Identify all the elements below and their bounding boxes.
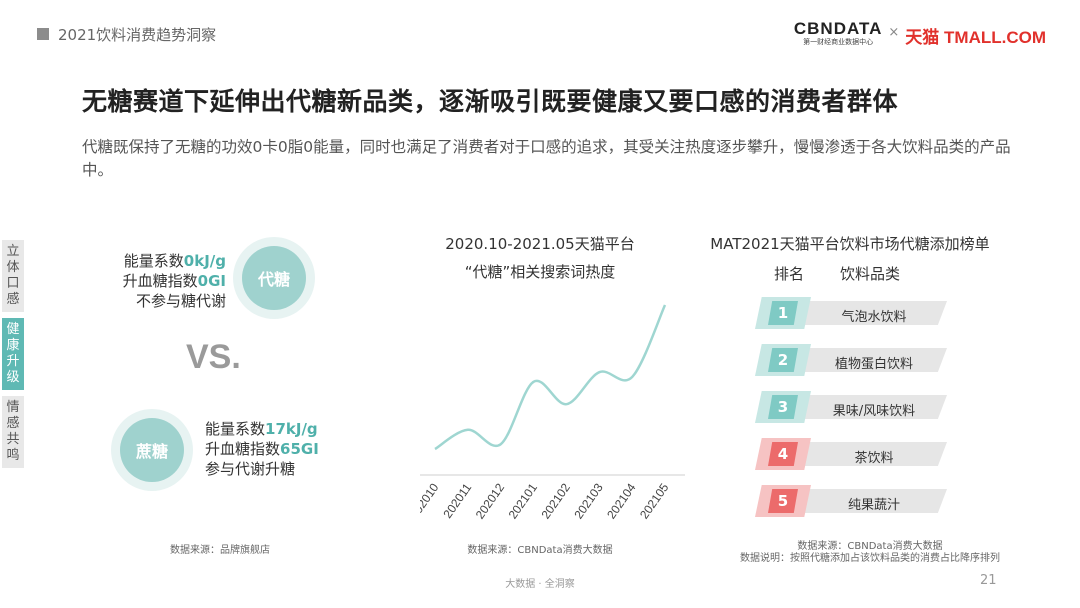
- x-tick-label: 202101: [506, 480, 541, 521]
- rank-number: 2: [768, 348, 798, 372]
- sucrose-energy: 能量系数17kJ/g: [205, 420, 318, 438]
- x-tick-label: 202103: [571, 480, 606, 521]
- side-tab-texture[interactable]: 立体口感: [2, 240, 24, 312]
- ranking-bar: [795, 442, 947, 466]
- rank-category-label: 气泡水饮料: [841, 310, 907, 325]
- rank-category-label: 植物蛋白饮料: [834, 357, 913, 372]
- cbndata-logo: CBNDATA 第一财经商业数据中心: [794, 20, 883, 47]
- rank-category-label: 纯果蔬汁: [847, 498, 900, 513]
- trend-chart-title: 2020.10-2021.05天猫平台: [445, 235, 635, 253]
- sucrose-energy-value: 17kJ/g: [265, 420, 318, 438]
- sweetener-energy: 能量系数0kJ/g: [123, 252, 226, 270]
- logo-separator: ×: [888, 25, 900, 40]
- cbndata-logo-subtext: 第一财经商业数据中心: [803, 38, 874, 46]
- ranking-row-4: 4 茶饮料: [755, 438, 950, 470]
- sweetener-gi-value: 0GI: [197, 272, 226, 290]
- page-subtext: 代糖既保持了无糖的功效0卡0脂0能量，同时也满足了消费者对于口感的追求，其受关注…: [82, 138, 1011, 179]
- sweetener-energy-value: 0kJ/g: [183, 252, 226, 270]
- section-title: 2021饮料消费趋势洞察: [58, 26, 217, 44]
- sucrose-label: 蔗糖: [120, 418, 184, 482]
- rank-category-label: 果味/风味饮料: [832, 404, 916, 419]
- ranking-bar: [795, 301, 947, 325]
- series-line: [434, 304, 667, 451]
- ranking-bar: [795, 348, 947, 372]
- sucrose-circle: 蔗糖: [111, 409, 193, 491]
- side-tabs: 立体口感 健康升级 情感共鸣: [2, 240, 24, 468]
- x-tick-label: 202105: [637, 480, 672, 521]
- ranking-source: 数据来源：CBNData消费大数据 数据说明：按照代糖添加占该饮料品类的消费占比…: [740, 541, 1000, 564]
- ranking-row-2: 2 植物蛋白饮料: [755, 344, 950, 376]
- logo-area: CBNDATA 第一财经商业数据中心 × 天猫 TMALL.COM: [794, 20, 1046, 48]
- rank-badge: 2: [755, 344, 811, 376]
- rank-badge: 3: [755, 391, 811, 423]
- side-tab-emotion[interactable]: 情感共鸣: [2, 396, 24, 468]
- sucrose-gi: 升血糖指数65GI: [205, 440, 319, 458]
- tmall-logo: 天猫 TMALL.COM: [905, 28, 1046, 47]
- rank-number: 1: [768, 301, 798, 325]
- sweetener-circle: 代糖: [233, 237, 315, 319]
- sucrose-metabolism: 参与代谢升糖: [205, 460, 296, 478]
- trend-line-chart: 2020102020112020122021012021022021032021…: [420, 304, 685, 522]
- comparison-source: 数据来源：品牌旗舰店: [170, 545, 270, 556]
- x-tick-label: 202102: [538, 480, 573, 521]
- sweetener-stats: 能量系数0kJ/g 升血糖指数0GI 不参与糖代谢: [86, 251, 226, 311]
- x-tick-label: 202012: [473, 480, 508, 521]
- ranking-bar: [795, 395, 947, 419]
- side-tab-health[interactable]: 健康升级: [2, 318, 24, 390]
- sweetener-metabolism: 不参与糖代谢: [135, 292, 226, 310]
- rank-badge: 1: [755, 297, 811, 329]
- rank-number: 4: [768, 442, 798, 466]
- ranking-row-1: 1 气泡水饮料: [755, 297, 950, 329]
- trend-chart-subtitle: “代糖”相关搜索词热度: [464, 263, 616, 281]
- rank-badge: 4: [755, 438, 811, 470]
- cbndata-logo-text: CBNDATA: [793, 19, 883, 38]
- footer-text: 大数据 · 全洞察: [505, 579, 575, 590]
- ranking-col-category: 饮料品类: [840, 265, 901, 283]
- sweetener-gi: 升血糖指数0GI: [122, 272, 226, 290]
- x-tick-label: 202011: [440, 480, 474, 520]
- ranking-row-3: 3 果味/风味饮料: [755, 391, 950, 423]
- sucrose-stats: 能量系数17kJ/g 升血糖指数65GI 参与代谢升糖: [205, 419, 345, 479]
- x-tick-label: 202104: [604, 480, 639, 521]
- ranking-bar: [795, 489, 947, 513]
- page-number: 21: [980, 573, 997, 588]
- rank-number: 5: [768, 489, 798, 513]
- ranking-row-5: 5 纯果蔬汁: [755, 485, 950, 517]
- page-headline: 无糖赛道下延伸出代糖新品类，逐渐吸引既要健康又要口感的消费者群体: [82, 87, 899, 116]
- trend-chart-source: 数据来源：CBNData消费大数据: [467, 545, 613, 556]
- rank-badge: 5: [755, 485, 811, 517]
- vs-label: VS.: [186, 338, 241, 376]
- sucrose-gi-value: 65GI: [280, 440, 319, 458]
- rank-category-label: 茶饮料: [854, 451, 894, 466]
- section-marker: [37, 28, 49, 40]
- ranking-col-rank: 排名: [774, 265, 805, 283]
- rank-number: 3: [768, 395, 798, 419]
- x-tick-label: 202010: [420, 480, 442, 521]
- sweetener-label: 代糖: [242, 246, 306, 310]
- ranking-title: MAT2021天猫平台饮料市场代糖添加榜单: [710, 235, 990, 253]
